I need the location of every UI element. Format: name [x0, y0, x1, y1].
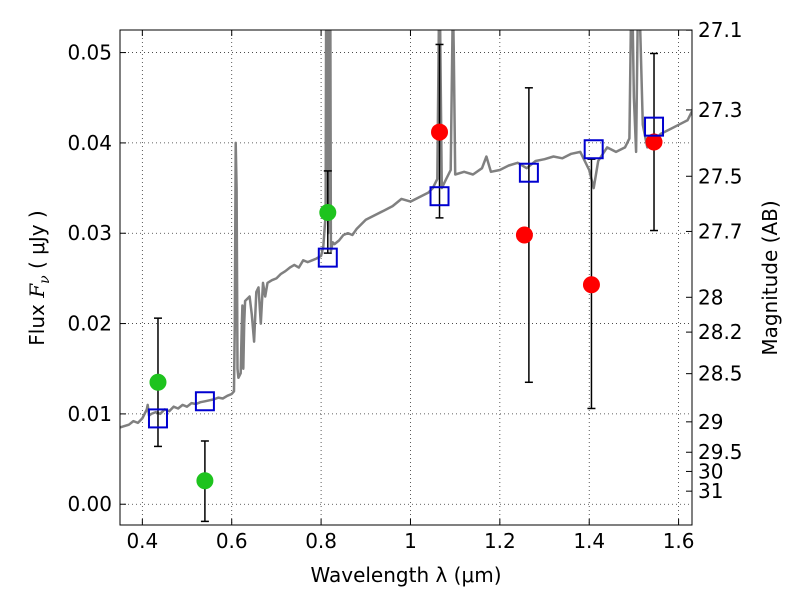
y-axis-label-prefix: Flux [25, 298, 49, 346]
y-axis-label: Flux Fν ( μJy ) [25, 210, 53, 345]
x-tick-label: 0.6 [216, 529, 248, 553]
mag-tick-label: 28.2 [698, 320, 743, 344]
y-tick-label: 0.05 [67, 41, 112, 65]
mag-tick-label: 29 [698, 410, 723, 434]
y-tick-label: 0.04 [67, 131, 112, 155]
model-box-marker [583, 139, 604, 160]
y-axis-label-symbol: F [25, 283, 49, 299]
red-data-point [431, 123, 449, 141]
x-axis-label: Wavelength λ (μm) [310, 563, 501, 587]
y2-axis-label: Magnitude (AB) [758, 200, 782, 355]
model-spectrum-layer [120, 30, 692, 429]
mag-tick-label: 28.5 [698, 362, 743, 386]
model-box-marker [644, 116, 665, 137]
x-tick-label: 1.4 [573, 529, 605, 553]
x-tick-label: 1.2 [484, 529, 516, 553]
error-bars-layer [153, 43, 659, 523]
x-tick-label: 1.6 [663, 529, 695, 553]
x-tick-label: 0.8 [305, 529, 337, 553]
red-data-point [515, 226, 533, 244]
y-tick-label: 0.02 [67, 312, 112, 336]
model-box-marker [429, 186, 450, 207]
y-tick-label: 0.01 [67, 402, 112, 426]
axes-layer: 0.4 0.6 0.8 1 1.2 1.4 1.6 0.00 0.01 0.02 0.03 0.04 0… [67, 18, 742, 553]
model-box-marker [194, 391, 215, 412]
y-axis-label-unit: ( μJy ) [25, 210, 49, 275]
y-tick-label: 0.00 [67, 492, 112, 516]
mag-tick-label: 31 [698, 479, 723, 503]
model-box-marker [147, 408, 168, 429]
markers-layer [147, 116, 665, 490]
plot-frame [119, 29, 693, 526]
x-tick-label: 1 [404, 529, 417, 553]
mag-tick-label: 29.5 [698, 440, 743, 464]
mag-tick-label: 27.3 [698, 98, 743, 122]
red-data-point [645, 133, 663, 151]
model-box-marker [518, 162, 539, 183]
y-tick-label: 0.03 [67, 221, 112, 245]
grid [120, 30, 692, 525]
mag-tick-label: 30 [698, 459, 723, 483]
green-data-point [319, 203, 337, 221]
mag-tick-label: 27.5 [698, 164, 743, 188]
red-data-point [582, 276, 600, 294]
x-tick-label: 0.4 [126, 529, 158, 553]
green-data-point [196, 472, 214, 490]
model-spectrum-line [120, 30, 692, 429]
mag-tick-label: 27.7 [698, 219, 743, 243]
green-data-point [149, 373, 167, 391]
y-axis-label-subscript: ν [37, 275, 53, 284]
model-box-marker [317, 247, 338, 268]
mag-tick-label: 28 [698, 285, 723, 309]
mag-tick-label: 27.1 [698, 18, 743, 42]
